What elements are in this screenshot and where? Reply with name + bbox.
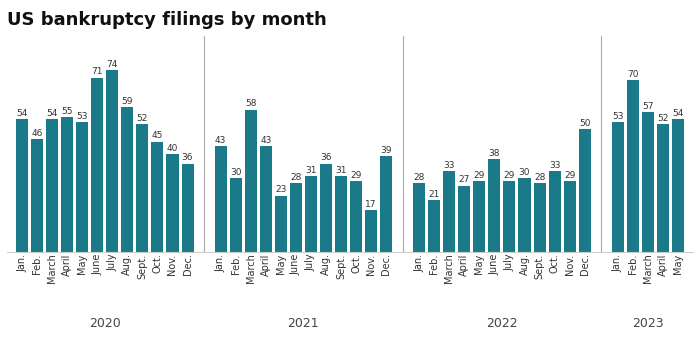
Bar: [579, 129, 591, 252]
Text: US bankruptcy filings by month: US bankruptcy filings by month: [7, 11, 327, 29]
Bar: [350, 181, 362, 252]
Text: 36: 36: [320, 153, 332, 162]
Text: 70: 70: [627, 70, 638, 79]
Bar: [549, 171, 561, 252]
Bar: [136, 124, 148, 252]
Text: 29: 29: [564, 171, 575, 180]
Text: 53: 53: [612, 112, 624, 121]
Bar: [16, 120, 28, 252]
Bar: [657, 124, 669, 252]
Bar: [365, 210, 377, 252]
Bar: [320, 164, 332, 252]
Text: 59: 59: [122, 97, 133, 106]
Text: 30: 30: [230, 168, 242, 177]
Bar: [260, 147, 272, 252]
Text: 54: 54: [16, 109, 28, 118]
Text: 58: 58: [245, 99, 256, 108]
Text: 39: 39: [380, 146, 392, 155]
Bar: [305, 176, 317, 252]
Bar: [121, 107, 134, 252]
Bar: [91, 78, 104, 252]
Bar: [275, 195, 287, 252]
Text: 2022: 2022: [486, 317, 518, 330]
Text: 31: 31: [305, 166, 316, 175]
Bar: [533, 183, 545, 252]
Text: 50: 50: [579, 119, 590, 128]
Text: 29: 29: [474, 171, 485, 180]
Bar: [458, 186, 470, 252]
Text: 28: 28: [534, 173, 545, 182]
Bar: [564, 181, 575, 252]
Text: 74: 74: [106, 60, 118, 69]
Bar: [626, 80, 639, 252]
Bar: [672, 120, 684, 252]
Bar: [612, 122, 624, 252]
Bar: [335, 176, 347, 252]
Text: 33: 33: [444, 161, 455, 170]
Text: 23: 23: [275, 185, 286, 194]
Text: 33: 33: [549, 161, 560, 170]
Bar: [106, 70, 118, 252]
Bar: [380, 156, 392, 252]
Text: 43: 43: [260, 136, 272, 145]
Bar: [413, 183, 425, 252]
Text: 53: 53: [76, 112, 88, 121]
Bar: [76, 122, 88, 252]
Text: 28: 28: [290, 173, 302, 182]
Bar: [151, 141, 164, 252]
Bar: [61, 117, 74, 252]
Bar: [503, 181, 515, 252]
Text: 71: 71: [92, 68, 103, 77]
Text: 52: 52: [657, 114, 668, 123]
Bar: [519, 178, 531, 252]
Text: 29: 29: [504, 171, 515, 180]
Text: 45: 45: [152, 131, 163, 140]
Text: 27: 27: [458, 175, 470, 184]
Text: 28: 28: [414, 173, 425, 182]
Text: 40: 40: [167, 144, 178, 153]
Bar: [428, 201, 440, 252]
Bar: [230, 178, 242, 252]
Text: 36: 36: [182, 153, 193, 162]
Text: 55: 55: [62, 107, 73, 116]
Bar: [181, 164, 193, 252]
Bar: [167, 154, 178, 252]
Text: 57: 57: [642, 102, 654, 111]
Bar: [642, 112, 654, 252]
Text: 2021: 2021: [288, 317, 319, 330]
Text: 2023: 2023: [632, 317, 664, 330]
Bar: [473, 181, 485, 252]
Text: 54: 54: [46, 109, 58, 118]
Bar: [215, 147, 227, 252]
Text: 29: 29: [350, 171, 362, 180]
Text: 43: 43: [215, 136, 226, 145]
Text: 38: 38: [489, 148, 500, 158]
Text: 54: 54: [672, 109, 684, 118]
Bar: [489, 159, 500, 252]
Text: 52: 52: [136, 114, 148, 123]
Bar: [290, 183, 302, 252]
Text: 46: 46: [32, 129, 43, 138]
Bar: [46, 120, 58, 252]
Text: 21: 21: [428, 190, 440, 199]
Bar: [31, 139, 43, 252]
Bar: [245, 110, 257, 252]
Text: 2020: 2020: [89, 317, 120, 330]
Text: 31: 31: [335, 166, 346, 175]
Text: 30: 30: [519, 168, 531, 177]
Text: 17: 17: [365, 200, 377, 209]
Bar: [443, 171, 455, 252]
